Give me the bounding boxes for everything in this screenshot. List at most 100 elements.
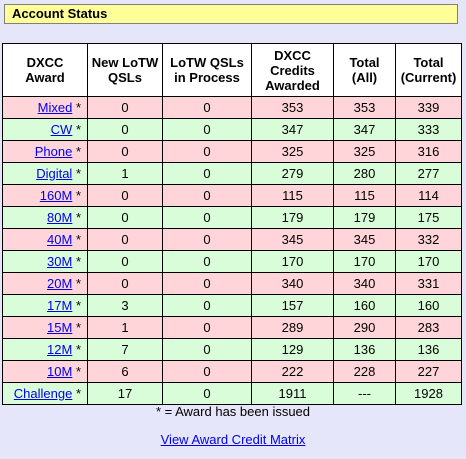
credits-cell: 340 xyxy=(251,272,334,295)
total-current-cell: 170 xyxy=(395,250,462,273)
award-link[interactable]: 40M xyxy=(47,232,73,247)
issued-star: * xyxy=(75,122,81,137)
total-all-cell: 115 xyxy=(333,184,396,207)
in-process-cell: 0 xyxy=(162,338,252,361)
new-lotw-cell: 0 xyxy=(87,96,163,119)
table-row: 80M * 0 0 179 179 175 xyxy=(2,206,462,229)
award-link[interactable]: Phone xyxy=(34,144,73,159)
col-header-new-lotw: New LoTW QSLs xyxy=(87,43,163,97)
issued-star: * xyxy=(75,342,81,357)
in-process-cell: 0 xyxy=(162,272,252,295)
award-link[interactable]: Challenge xyxy=(13,386,73,401)
new-lotw-cell: 6 xyxy=(87,360,163,383)
in-process-cell: 0 xyxy=(162,360,252,383)
total-all-cell: 179 xyxy=(333,206,396,229)
table-row: 12M * 7 0 129 136 136 xyxy=(2,338,462,361)
issued-star: * xyxy=(75,210,81,225)
award-cell: 20M * xyxy=(2,272,88,295)
in-process-cell: 0 xyxy=(162,140,252,163)
award-link[interactable]: Mixed xyxy=(37,100,73,115)
award-link[interactable]: 17M xyxy=(47,298,73,313)
col-header-total-all: Total (All) xyxy=(333,43,396,97)
credits-cell: 325 xyxy=(251,140,334,163)
award-cell: Mixed * xyxy=(2,96,88,119)
total-all-cell: 136 xyxy=(333,338,396,361)
award-link[interactable]: 15M xyxy=(47,320,73,335)
in-process-cell: 0 xyxy=(162,206,252,229)
issued-star: * xyxy=(75,254,81,269)
total-all-cell: 353 xyxy=(333,96,396,119)
issued-star: * xyxy=(75,166,81,181)
new-lotw-cell: 0 xyxy=(87,118,163,141)
issued-star: * xyxy=(75,320,81,335)
credits-cell: 222 xyxy=(251,360,334,383)
table-row: Challenge * 17 0 1911 --- 1928 xyxy=(2,382,462,405)
credits-cell: 347 xyxy=(251,118,334,141)
award-link[interactable]: 10M xyxy=(47,364,73,379)
table-row: 30M * 0 0 170 170 170 xyxy=(2,250,462,273)
award-link[interactable]: Digital xyxy=(36,166,73,181)
in-process-cell: 0 xyxy=(162,118,252,141)
award-cell: CW * xyxy=(2,118,88,141)
issued-star: * xyxy=(75,232,81,247)
col-header-total-current: Total (Current) xyxy=(395,43,462,97)
issued-star: * xyxy=(75,144,81,159)
view-award-credit-matrix-link[interactable]: View Award Credit Matrix xyxy=(160,432,306,447)
credits-cell: 279 xyxy=(251,162,334,185)
header-row: DXCC Award New LoTW QSLs LoTW QSLs in Pr… xyxy=(2,43,462,97)
credits-cell: 129 xyxy=(251,338,334,361)
matrix-link-container: View Award Credit Matrix xyxy=(0,432,466,447)
new-lotw-cell: 1 xyxy=(87,162,163,185)
award-link[interactable]: 160M xyxy=(39,188,73,203)
in-process-cell: 0 xyxy=(162,316,252,339)
new-lotw-cell: 7 xyxy=(87,338,163,361)
total-current-cell: 114 xyxy=(395,184,462,207)
in-process-cell: 0 xyxy=(162,96,252,119)
award-cell: 17M * xyxy=(2,294,88,317)
table-row: 17M * 3 0 157 160 160 xyxy=(2,294,462,317)
issued-star: * xyxy=(75,276,81,291)
total-all-cell: 228 xyxy=(333,360,396,383)
new-lotw-cell: 0 xyxy=(87,206,163,229)
total-current-cell: 339 xyxy=(395,96,462,119)
issued-star: * xyxy=(75,100,81,115)
table-row: 40M * 0 0 345 345 332 xyxy=(2,228,462,251)
in-process-cell: 0 xyxy=(162,382,252,405)
in-process-cell: 0 xyxy=(162,162,252,185)
total-all-cell: 280 xyxy=(333,162,396,185)
credits-cell: 170 xyxy=(251,250,334,273)
award-cell: 80M * xyxy=(2,206,88,229)
table-row: 10M * 6 0 222 228 227 xyxy=(2,360,462,383)
award-cell: 160M * xyxy=(2,184,88,207)
table-row: CW * 0 0 347 347 333 xyxy=(2,118,462,141)
new-lotw-cell: 0 xyxy=(87,250,163,273)
total-all-cell: 325 xyxy=(333,140,396,163)
new-lotw-cell: 0 xyxy=(87,228,163,251)
total-all-cell: --- xyxy=(333,382,396,405)
award-link[interactable]: 80M xyxy=(47,210,73,225)
award-link[interactable]: 30M xyxy=(47,254,73,269)
award-cell: 40M * xyxy=(2,228,88,251)
award-cell: 10M * xyxy=(2,360,88,383)
total-current-cell: 316 xyxy=(395,140,462,163)
award-cell: Phone * xyxy=(2,140,88,163)
credits-cell: 115 xyxy=(251,184,334,207)
award-cell: 30M * xyxy=(2,250,88,273)
total-all-cell: 347 xyxy=(333,118,396,141)
in-process-cell: 0 xyxy=(162,184,252,207)
credits-cell: 353 xyxy=(251,96,334,119)
award-link[interactable]: CW xyxy=(50,122,73,137)
award-link[interactable]: 20M xyxy=(47,276,73,291)
new-lotw-cell: 0 xyxy=(87,140,163,163)
award-issued-footnote: * = Award has been issued xyxy=(155,404,311,419)
award-cell: Digital * xyxy=(2,162,88,185)
table-row: Digital * 1 0 279 280 277 xyxy=(2,162,462,185)
total-all-cell: 345 xyxy=(333,228,396,251)
total-current-cell: 333 xyxy=(395,118,462,141)
credits-cell: 157 xyxy=(251,294,334,317)
award-link[interactable]: 12M xyxy=(47,342,73,357)
dxcc-status-table: DXCC Award New LoTW QSLs LoTW QSLs in Pr… xyxy=(2,43,462,405)
total-all-cell: 290 xyxy=(333,316,396,339)
total-current-cell: 331 xyxy=(395,272,462,295)
total-current-cell: 277 xyxy=(395,162,462,185)
